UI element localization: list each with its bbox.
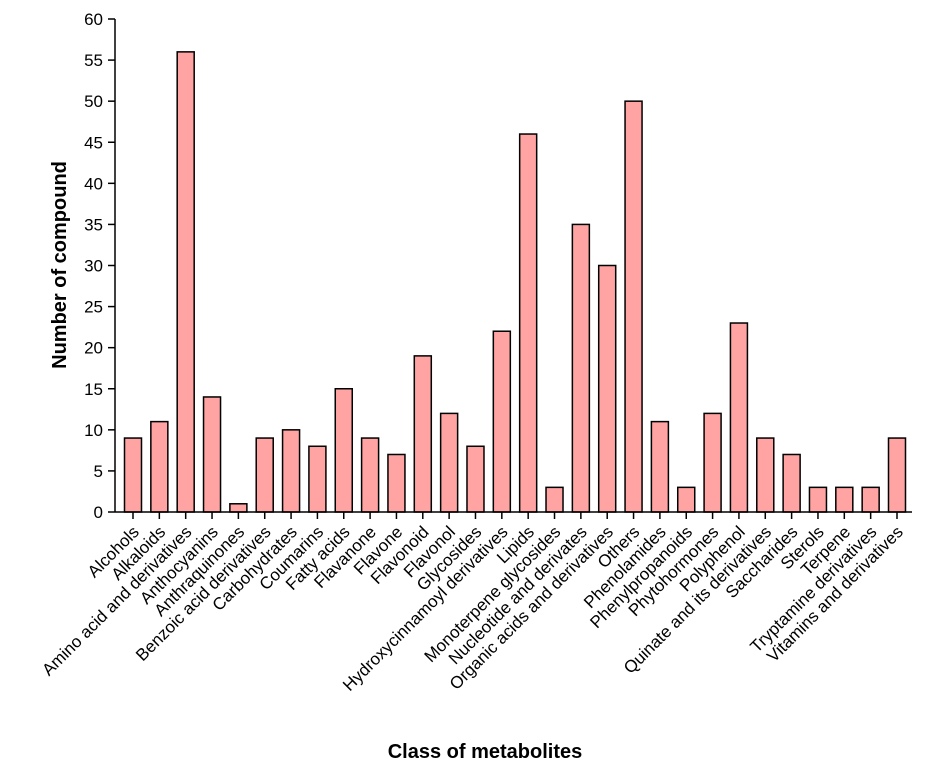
bar (308, 445, 327, 513)
bar (861, 486, 880, 513)
bar (545, 486, 564, 513)
bar (650, 420, 670, 513)
bar (176, 51, 195, 513)
bar (492, 330, 512, 513)
bar (703, 412, 722, 513)
y-tick-label: 55 (84, 51, 103, 70)
y-tick-label: 5 (94, 462, 103, 481)
bar (756, 437, 775, 513)
y-tick-label: 10 (84, 421, 103, 440)
bar (518, 133, 538, 513)
bar (571, 223, 591, 513)
x-axis-title: Class of metabolites (388, 741, 583, 763)
y-tick-label: 35 (84, 215, 103, 234)
bar (835, 486, 854, 513)
bar (150, 420, 169, 513)
bar (334, 388, 354, 513)
y-tick-label: 0 (94, 503, 103, 522)
bar (413, 355, 433, 513)
bar (808, 486, 828, 513)
y-axis-title: Number of compound (49, 161, 71, 369)
bar (202, 396, 222, 513)
bar (255, 437, 274, 513)
bar (387, 453, 406, 513)
bar (887, 437, 907, 513)
bar (729, 322, 749, 513)
bar (229, 503, 248, 513)
bar (597, 264, 617, 513)
bar (281, 429, 301, 513)
bar (123, 437, 143, 513)
y-tick-label: 45 (84, 133, 103, 152)
bar (439, 412, 459, 513)
bar (360, 437, 380, 513)
y-axis: 0 5 10 15 20 25 30 35 40 45 50 55 60 (84, 10, 116, 522)
bar (466, 445, 485, 513)
y-tick-label: 25 (84, 298, 103, 317)
bar (624, 100, 643, 513)
bar (676, 486, 696, 513)
y-tick-label: 20 (84, 339, 103, 358)
y-tick-label: 60 (84, 10, 103, 29)
bars (123, 51, 907, 513)
y-tick-label: 50 (84, 92, 103, 111)
y-tick-label: 15 (84, 380, 103, 399)
y-tick-label: 30 (84, 257, 103, 276)
bar (782, 453, 801, 513)
y-tick-label: 40 (84, 174, 103, 193)
